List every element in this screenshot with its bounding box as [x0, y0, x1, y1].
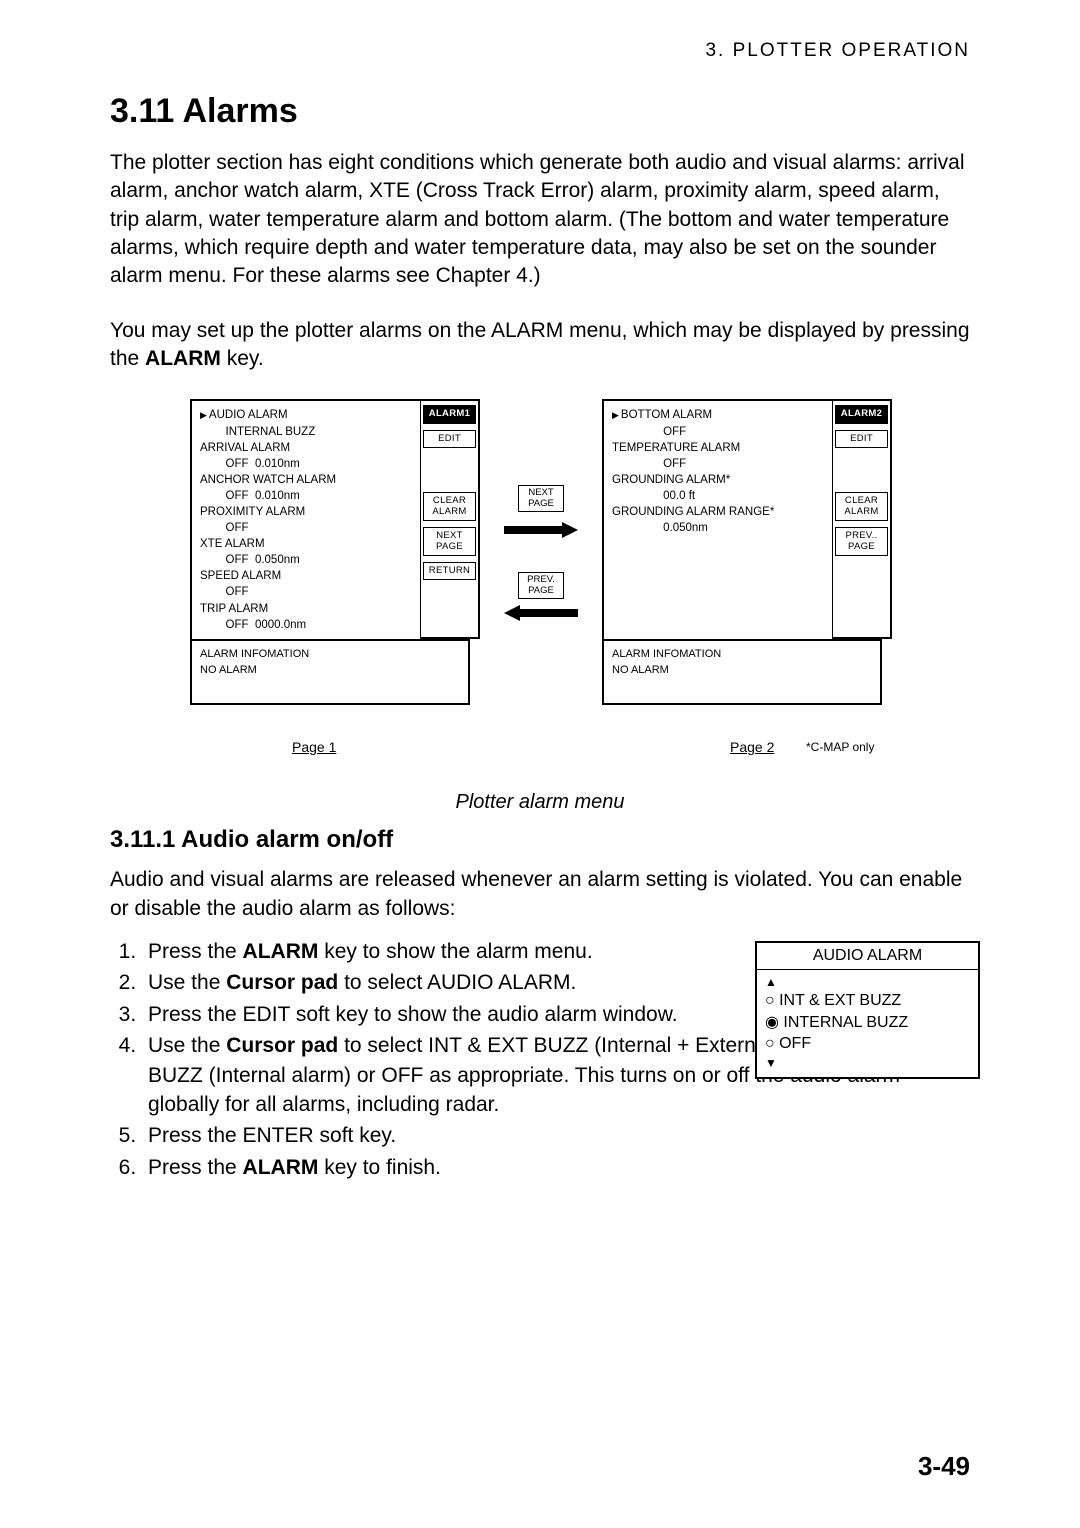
audio-alarm-window: AUDIO ALARM ▲○ INT & EXT BUZZ◉ INTERNAL …	[755, 941, 980, 1079]
p1-info-line2: NO ALARM	[200, 664, 257, 676]
step-2b: Cursor pad	[226, 971, 338, 994]
figure-nav: NEXTPAGE PREV.PAGE	[486, 485, 596, 627]
audio-alarm-window-title: AUDIO ALARM	[757, 943, 978, 970]
subsection-intro: Audio and visual alarms are released whe…	[110, 866, 970, 923]
softkey-button: EDIT	[423, 430, 476, 448]
softkey-button: ALARM2	[835, 405, 888, 423]
p2-info-line1: ALARM INFOMATION	[612, 648, 721, 660]
subsection-title: 3.11.1 Audio alarm on/off	[110, 826, 970, 854]
softkey-button: PREV..PAGE	[835, 527, 888, 556]
alarm-menu-figure: AUDIO ALARM INTERNAL BUZZARRIVAL ALARM O…	[190, 399, 890, 739]
softkey-button: ALARM1	[423, 405, 476, 423]
step-6: Press the ALARM key to finish.	[142, 1153, 970, 1182]
steps-with-window: AUDIO ALARM ▲○ INT & EXT BUZZ◉ INTERNAL …	[110, 937, 970, 1182]
intro-paragraph-2: You may set up the plotter alarms on the…	[110, 317, 970, 374]
step-4a: Use the	[148, 1034, 226, 1057]
audio-alarm-window-body: ▲○ INT & EXT BUZZ◉ INTERNAL BUZZ○ OFF▼	[757, 970, 978, 1077]
audio-option: ○ OFF	[765, 1033, 970, 1055]
alarm-panel-1-softkeys: ALARM1 EDIT CLEARALARM NEXTPAGE RETURN	[420, 399, 480, 639]
audio-option: ○ INT & EXT BUZZ	[765, 990, 970, 1012]
step-6b: ALARM	[243, 1156, 319, 1179]
p2-info-line2: NO ALARM	[612, 664, 669, 676]
softkey-button: CLEARALARM	[423, 492, 476, 521]
softkey-button: CLEARALARM	[835, 492, 888, 521]
page-number: 3-49	[918, 1451, 970, 1482]
softkey-button: NEXTPAGE	[423, 527, 476, 556]
softkey-button: RETURN	[423, 562, 476, 580]
figure-page-labels: Page 1 Page 2 *C-MAP only	[190, 739, 890, 761]
audio-option: ◉ INTERNAL BUZZ	[765, 1012, 970, 1034]
softkey-button: EDIT	[835, 430, 888, 448]
step-1c: key to show the alarm menu.	[318, 940, 592, 963]
section-title: 3.11 Alarms	[110, 92, 970, 131]
intro2-alarm-key: ALARM	[145, 347, 221, 370]
page1-label: Page 1	[292, 739, 336, 755]
prev-page-nav-button: PREV.PAGE	[518, 572, 564, 599]
step-2a: Use the	[148, 971, 226, 994]
intro-paragraph-1: The plotter section has eight conditions…	[110, 149, 970, 291]
page2-label: Page 2	[730, 739, 774, 755]
step-5: Press the ENTER soft key.	[142, 1121, 970, 1150]
step-1a: Press the	[148, 940, 243, 963]
step-1b: ALARM	[243, 940, 319, 963]
cmap-note: *C-MAP only	[806, 740, 874, 754]
intro2-c: key.	[221, 347, 264, 370]
alarm-panel-1-info: ALARM INFOMATION NO ALARM	[190, 639, 470, 705]
alarm-panel-2-softkeys: ALARM2 EDIT CLEARALARM PREV..PAGE	[832, 399, 892, 639]
p1-info-line1: ALARM INFOMATION	[200, 648, 309, 660]
chapter-header: 3. PLOTTER OPERATION	[110, 40, 970, 62]
figure-caption: Plotter alarm menu	[110, 791, 970, 814]
arrow-left-icon	[504, 605, 578, 621]
alarm-panel-2-info: ALARM INFOMATION NO ALARM	[602, 639, 882, 705]
step-6c: key to finish.	[318, 1156, 441, 1179]
next-page-nav-button: NEXTPAGE	[518, 485, 564, 512]
arrow-right-icon	[504, 522, 578, 538]
step-6a: Press the	[148, 1156, 243, 1179]
step-2c: to select AUDIO ALARM.	[338, 971, 576, 994]
step-4b: Cursor pad	[226, 1034, 338, 1057]
